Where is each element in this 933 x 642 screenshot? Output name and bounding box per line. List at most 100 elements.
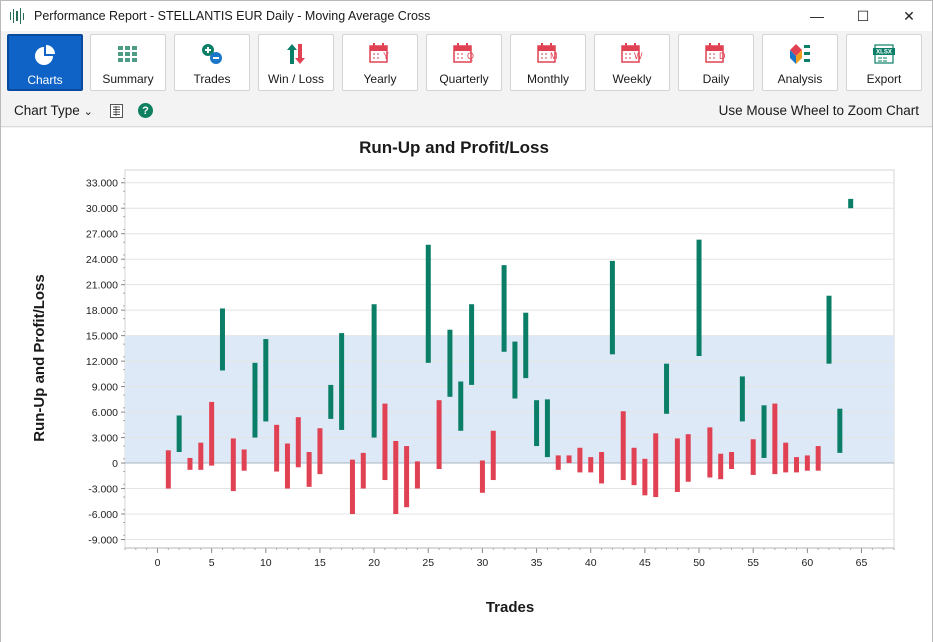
losing-trade-bar [685,434,691,482]
chart-options-bar: Chart Type ⌄ ? Use Mouse Wheel to Zoom C… [1,95,932,127]
window-title: Performance Report - STELLANTIS EUR Dail… [34,9,431,23]
x-tick-label: 35 [531,557,543,569]
svg-text:M: M [550,51,558,61]
winning-trade-bar [512,341,518,399]
losing-trade-bar [815,446,821,471]
y-tick-label: -9.000 [88,535,118,547]
winning-trade-bar [696,239,702,357]
data-table-icon[interactable] [110,104,123,118]
x-tick-label: 60 [802,557,814,569]
daily-label: Daily [702,72,730,86]
help-icon[interactable]: ? [138,103,153,118]
losing-trade-bar [349,459,355,515]
close-icon: ✕ [903,7,915,24]
chart-type-dropdown[interactable]: Chart Type ⌄ [14,103,93,118]
losing-trade-bar [198,442,204,470]
winning-trade-bar [826,295,832,364]
trades-button[interactable]: Trades [174,34,250,91]
calendar-w-icon: W [621,43,643,63]
winning-trade-bar [371,304,377,438]
x-tick-label: 65 [856,557,868,569]
summary-button[interactable]: Summary [90,34,166,91]
x-tick-label: 5 [209,557,215,569]
svg-text:W: W [634,51,643,61]
monthly-button[interactable]: M Monthly [510,34,586,91]
losing-trade-bar [729,452,735,470]
close-button[interactable]: ✕ [886,1,932,31]
losing-trade-bar [230,438,236,492]
losing-trade-bar [436,400,442,470]
winning-trade-bar [837,408,843,453]
losing-trade-bar [620,411,626,481]
losing-trade-bar [382,403,388,481]
losing-trade-bar [295,417,301,468]
winning-trade-bar [219,308,225,371]
maximize-icon: ☐ [856,7,870,24]
svg-text:Y: Y [383,51,389,61]
y-tick-label: 12.000 [86,356,118,368]
winning-trade-bar [848,198,854,209]
losing-trade-bar [718,453,724,480]
losing-trade-bar [772,403,778,475]
losing-trade-bar [490,430,496,481]
x-axis-title: Trades [486,599,534,616]
run-up-profit-loss-chart[interactable]: Run-Up and Profit/Loss Trades Run-Up and… [1,128,932,642]
analysis-label: Analysis [777,72,823,86]
weekly-button[interactable]: W Weekly [594,34,670,91]
maximize-button[interactable]: ☐ [840,1,886,31]
y-tick-label: 24.000 [86,254,118,266]
up-down-arrows-icon [287,44,305,64]
chart-type-label: Chart Type [14,103,80,118]
losing-trade-bar [783,442,789,473]
monthly-label: Monthly [526,72,570,86]
losing-trade-bar [306,452,312,487]
daily-button[interactable]: D Daily [678,34,754,91]
export-label: Export [866,72,902,86]
yearly-button[interactable]: Y Yearly [342,34,418,91]
losing-trade-bar [599,452,605,484]
analysis-icon [790,44,810,64]
losing-trade-bar [274,424,280,472]
y-tick-label: 3.000 [92,433,118,445]
winning-trade-bar [523,312,529,379]
x-tick-label: 55 [747,557,759,569]
x-tick-label: 10 [260,557,272,569]
winning-trade-bar [176,415,182,453]
winning-trade-bar [534,400,540,447]
charts-button[interactable]: Charts [7,34,83,91]
y-tick-label: 9.000 [92,382,118,394]
losing-trade-bar [794,457,800,473]
grid-icon [118,46,137,62]
losing-trade-bar [393,440,399,515]
export-button[interactable]: XLSX Export [846,34,922,91]
losing-trade-bar [165,450,171,489]
winning-trade-bar [339,333,345,430]
yearly-label: Yearly [363,72,397,86]
calendar-m-icon: M [537,43,558,63]
plus-minus-icon [202,44,222,64]
losing-trade-bar [674,438,680,492]
quarterly-label: Quarterly [439,72,489,86]
win-loss-button[interactable]: Win / Loss [258,34,334,91]
y-tick-label: -6.000 [88,509,118,521]
losing-trade-bar [317,428,323,475]
losing-trade-bar [187,457,193,470]
winning-trade-bar [458,381,464,431]
losing-trade-bar [707,427,713,478]
analysis-button[interactable]: Analysis [762,34,838,91]
losing-trade-bar [577,447,583,473]
winning-trade-bar [664,363,670,414]
winning-trade-bar [609,260,615,355]
y-tick-label: 27.000 [86,229,118,241]
calendar-y-icon: Y [369,43,389,63]
losing-trade-bar [284,443,290,489]
minimize-button[interactable]: — [794,1,840,31]
winning-trade-bar [544,399,550,458]
winning-trade-bar [425,244,431,363]
win-loss-label: Win / Loss [267,72,324,86]
losing-trade-bar [241,449,247,471]
chart-area[interactable]: Run-Up and Profit/Loss Trades Run-Up and… [1,128,932,642]
quarterly-button[interactable]: Q Quarterly [426,34,502,91]
trades-label: Trades [193,72,231,86]
